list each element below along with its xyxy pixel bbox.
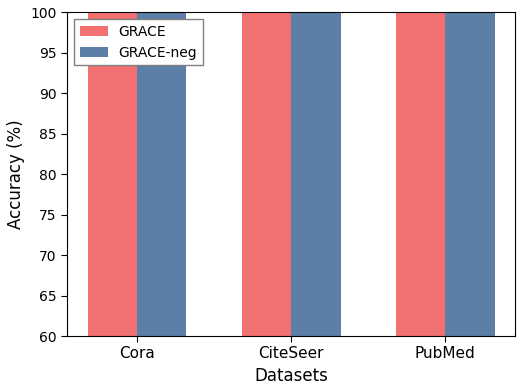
X-axis label: Datasets: Datasets (254, 367, 328, 385)
Bar (88, 0, 137, 336)
Legend: GRACE, GRACE-neg: GRACE, GRACE-neg (74, 19, 203, 65)
Y-axis label: Accuracy (%): Accuracy (%) (7, 120, 25, 229)
Bar (291, 0, 340, 336)
Bar (396, 0, 445, 336)
Bar (242, 0, 291, 336)
Bar (445, 0, 495, 336)
Bar (137, 0, 186, 336)
